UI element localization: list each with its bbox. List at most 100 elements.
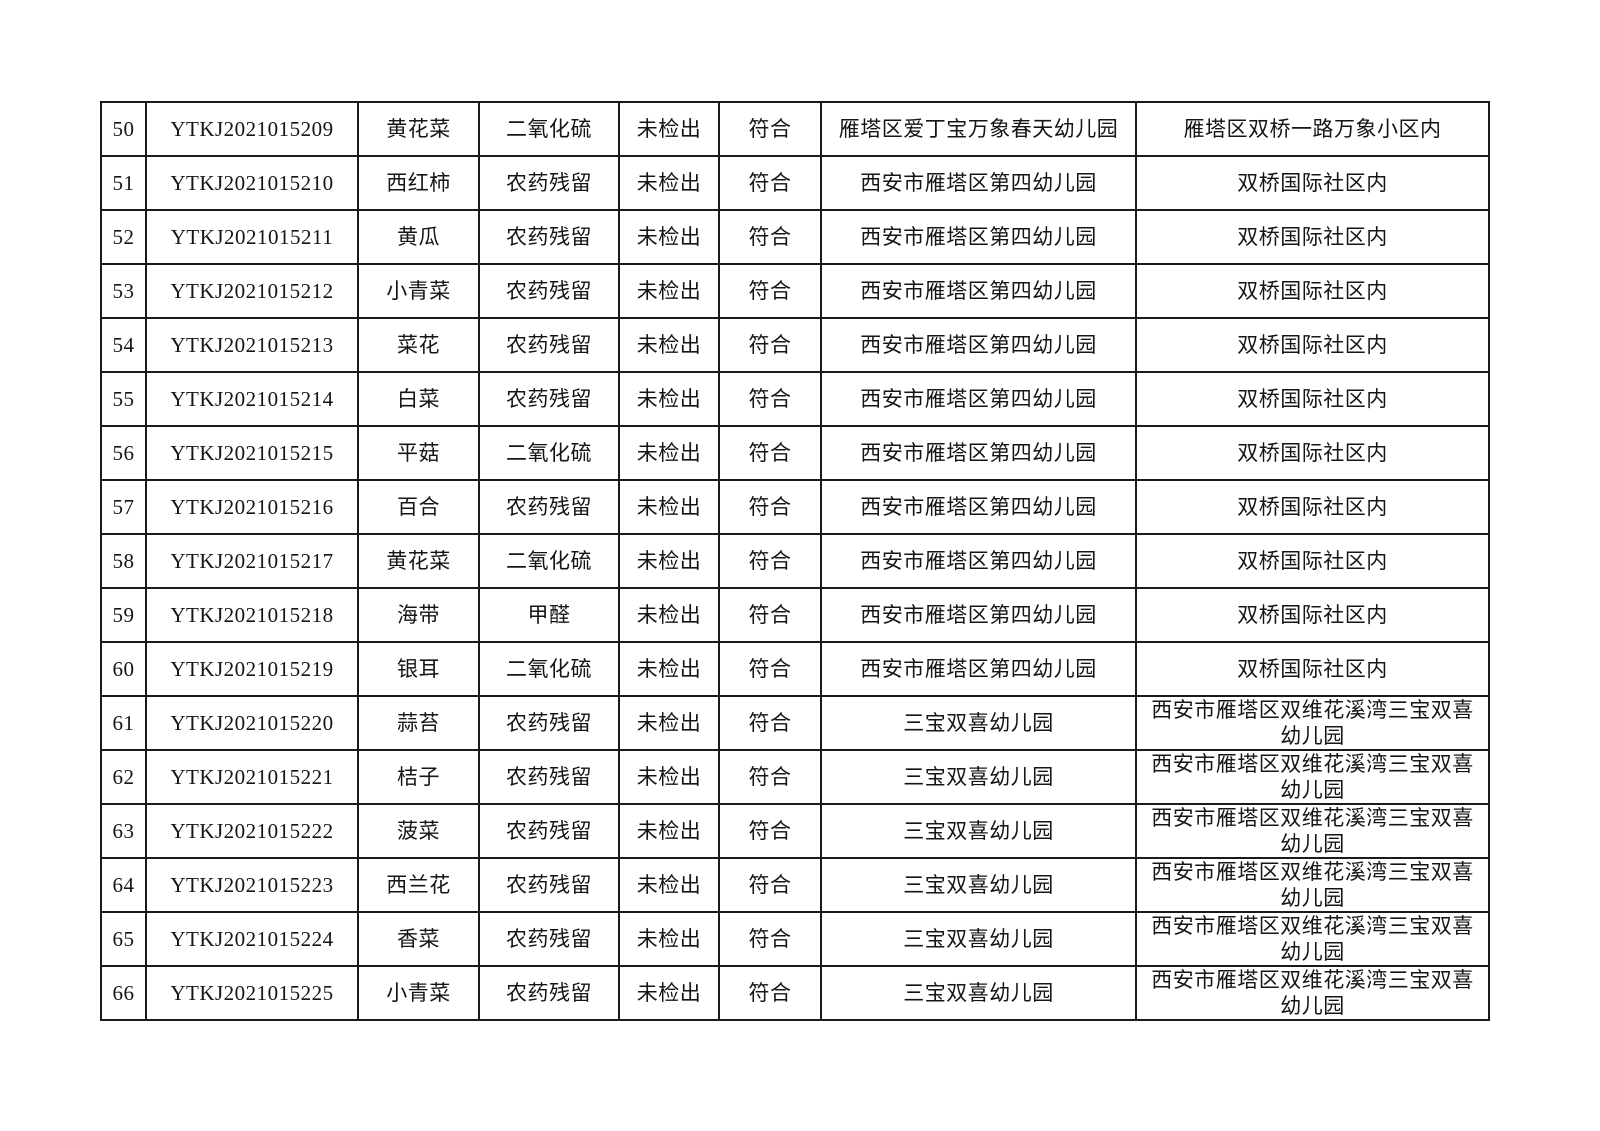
cell-sample-name: 海带 xyxy=(357,587,480,643)
cell-conclusion: 符合 xyxy=(718,263,822,319)
table-row: 51 YTKJ2021015210 西红柿 农药残留 未检出 符合 西安市雁塔区第四幼儿园双… xyxy=(100,155,1490,211)
cell-inspected-unit: 三宝双喜幼儿园 xyxy=(820,857,1137,914)
table-row: 54 YTKJ2021015213 菜花 农药残留 未检出 符合 西安市雁塔区第四幼儿园 双桥… xyxy=(100,317,1490,373)
cell-inspected-address: 西安市雁塔区双维花溪湾三宝双喜幼儿园 xyxy=(1135,965,1490,1022)
cell-inspected-unit: 西安市雁塔区第四幼儿园 xyxy=(820,209,1137,265)
cell-sample-name: 蒜苔 xyxy=(357,694,480,752)
cell-sequence-number: 52 xyxy=(100,209,147,265)
cell-sample-code: YTKJ2021015221 xyxy=(145,749,359,806)
cell-inspected-address: 双桥国际社区内 xyxy=(1135,587,1490,643)
cell-test-item: 农药残留 xyxy=(478,965,620,1022)
cell-test-result: 未检出 xyxy=(618,857,720,914)
cell-conclusion: 符合 xyxy=(718,641,822,697)
cell-inspected-address: 双桥国际社区内 xyxy=(1135,317,1490,373)
cell-inspected-unit: 西安市雁塔区第四幼儿园 xyxy=(820,425,1137,481)
cell-test-item: 农药残留 xyxy=(478,155,620,211)
cell-sequence-number: 66 xyxy=(100,965,147,1022)
cell-sequence-number: 55 xyxy=(100,371,147,427)
cell-test-result: 未检出 xyxy=(618,803,720,860)
cell-sample-name: 黄花菜 xyxy=(357,533,480,589)
cell-inspected-unit: 三宝双喜幼儿园 xyxy=(820,965,1137,1022)
cell-inspected-unit: 三宝双喜幼儿园 xyxy=(820,911,1137,968)
cell-sample-name: 平菇 xyxy=(357,425,480,481)
cell-sample-code: YTKJ2021015225 xyxy=(145,965,359,1022)
cell-test-result: 未检出 xyxy=(618,533,720,589)
table-row: 56 YTKJ2021015215 平菇 二氧化硫 未检出 符合 西安市雁塔区第四幼儿园 双桥… xyxy=(100,425,1490,481)
cell-inspected-unit: 雁塔区爱丁宝万象春天幼儿园 xyxy=(820,101,1137,157)
cell-sample-name: 银耳 xyxy=(357,641,480,697)
cell-conclusion: 符合 xyxy=(718,479,822,535)
table-row: 60 YTKJ2021015219 银耳 二氧化硫 未检出 符合 西安市雁塔区第四幼儿园 双桥… xyxy=(100,641,1490,697)
cell-test-item: 二氧化硫 xyxy=(478,425,620,481)
cell-test-item: 农药残留 xyxy=(478,317,620,373)
cell-test-result: 未检出 xyxy=(618,155,720,211)
cell-conclusion: 符合 xyxy=(718,371,822,427)
cell-test-item: 农药残留 xyxy=(478,371,620,427)
cell-sequence-number: 65 xyxy=(100,911,147,968)
cell-inspected-address: 双桥国际社区内 xyxy=(1135,155,1490,211)
cell-test-result: 未检出 xyxy=(618,641,720,697)
cell-inspected-unit: 西安市雁塔区第四幼儿园 xyxy=(820,641,1137,697)
cell-sequence-number: 56 xyxy=(100,425,147,481)
cell-sample-code: YTKJ2021015214 xyxy=(145,371,359,427)
table-row: 59 YTKJ2021015218 海带 甲醛 未检出 符合 西安市雁塔区第四幼儿园 双桥国际… xyxy=(100,587,1490,643)
cell-inspected-unit: 西安市雁塔区第四幼儿园 xyxy=(820,371,1137,427)
cell-test-item: 农药残留 xyxy=(478,749,620,806)
cell-test-item: 二氧化硫 xyxy=(478,101,620,157)
cell-inspected-address: 双桥国际社区内 xyxy=(1135,479,1490,535)
cell-sample-name: 小青菜 xyxy=(357,965,480,1022)
cell-sample-code: YTKJ2021015215 xyxy=(145,425,359,481)
cell-inspected-address: 双桥国际社区内 xyxy=(1135,371,1490,427)
cell-sequence-number: 53 xyxy=(100,263,147,319)
cell-conclusion: 符合 xyxy=(718,209,822,265)
cell-test-result: 未检出 xyxy=(618,317,720,373)
cell-test-result: 未检出 xyxy=(618,694,720,752)
cell-sample-code: YTKJ2021015212 xyxy=(145,263,359,319)
cell-inspected-unit: 三宝双喜幼儿园 xyxy=(820,749,1137,806)
inspection-table-container: 50 YTKJ2021015209 黄花菜 二氧化硫 未检出 符合 雁塔区爱丁宝万象春天幼儿… xyxy=(100,101,1490,1022)
cell-sequence-number: 63 xyxy=(100,803,147,860)
cell-inspected-address: 西安市雁塔区双维花溪湾三宝双喜幼儿园 xyxy=(1135,911,1490,968)
cell-conclusion: 符合 xyxy=(718,533,822,589)
table-row: 63 YTKJ2021015222 菠菜 农药残留 未检出 符合 三宝双喜幼儿园 西安市雁塔区… xyxy=(100,803,1490,860)
cell-inspected-address: 雁塔区双桥一路万象小区内 xyxy=(1135,101,1490,157)
cell-test-item: 农药残留 xyxy=(478,263,620,319)
cell-test-item: 甲醛 xyxy=(478,587,620,643)
cell-test-item: 二氧化硫 xyxy=(478,641,620,697)
cell-sample-name: 黄瓜 xyxy=(357,209,480,265)
cell-test-item: 农药残留 xyxy=(478,803,620,860)
cell-inspected-unit: 西安市雁塔区第四幼儿园 xyxy=(820,317,1137,373)
cell-sample-code: YTKJ2021015216 xyxy=(145,479,359,535)
cell-sequence-number: 59 xyxy=(100,587,147,643)
cell-conclusion: 符合 xyxy=(718,965,822,1022)
cell-sample-code: YTKJ2021015222 xyxy=(145,803,359,860)
cell-sample-code: YTKJ2021015210 xyxy=(145,155,359,211)
cell-sample-name: 西兰花 xyxy=(357,857,480,914)
cell-sample-code: YTKJ2021015223 xyxy=(145,857,359,914)
cell-test-result: 未检出 xyxy=(618,101,720,157)
cell-sequence-number: 64 xyxy=(100,857,147,914)
table-row: 52 YTKJ2021015211 黄瓜 农药残留 未检出 符合 西安市雁塔区第四幼儿园 双桥… xyxy=(100,209,1490,265)
cell-test-result: 未检出 xyxy=(618,263,720,319)
cell-sample-name: 菜花 xyxy=(357,317,480,373)
cell-inspected-address: 双桥国际社区内 xyxy=(1135,533,1490,589)
cell-sequence-number: 61 xyxy=(100,694,147,752)
cell-sample-code: YTKJ2021015213 xyxy=(145,317,359,373)
table-row: 57 YTKJ2021015216 百合 农药残留 未检出 符合 西安市雁塔区第四幼儿园 双桥… xyxy=(100,479,1490,535)
cell-sample-code: YTKJ2021015220 xyxy=(145,694,359,752)
cell-conclusion: 符合 xyxy=(718,101,822,157)
table-row: 55 YTKJ2021015214 白菜 农药残留 未检出 符合 西安市雁塔区第四幼儿园 双桥… xyxy=(100,371,1490,427)
cell-sample-name: 西红柿 xyxy=(357,155,480,211)
cell-sequence-number: 60 xyxy=(100,641,147,697)
cell-sample-name: 菠菜 xyxy=(357,803,480,860)
cell-inspected-address: 双桥国际社区内 xyxy=(1135,209,1490,265)
cell-test-item: 农药残留 xyxy=(478,911,620,968)
cell-sample-name: 小青菜 xyxy=(357,263,480,319)
cell-sample-code: YTKJ2021015209 xyxy=(145,101,359,157)
table-row: 53 YTKJ2021015212 小青菜 农药残留 未检出 符合 西安市雁塔区第四幼儿园双… xyxy=(100,263,1490,319)
cell-test-result: 未检出 xyxy=(618,425,720,481)
inspection-results-table: 50 YTKJ2021015209 黄花菜 二氧化硫 未检出 符合 雁塔区爱丁宝万象春天幼儿… xyxy=(100,101,1490,1022)
cell-inspected-unit: 西安市雁塔区第四幼儿园 xyxy=(820,587,1137,643)
cell-conclusion: 符合 xyxy=(718,694,822,752)
cell-inspected-unit: 西安市雁塔区第四幼儿园 xyxy=(820,533,1137,589)
